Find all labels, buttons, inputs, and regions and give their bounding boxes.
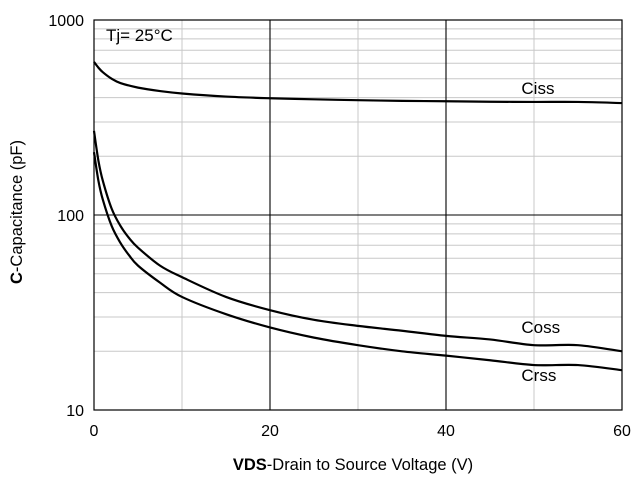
series-label-coss: Coss [521, 318, 560, 337]
temperature-annotation: Tj= 25°C [106, 26, 173, 45]
series-label-crss: Crss [521, 366, 556, 385]
series-line-ciss [93, 61, 623, 105]
x-tick-labels: 0 20 40 60 [90, 423, 631, 440]
major-gridlines [94, 20, 622, 410]
minor-gridlines [94, 20, 622, 410]
series-line-coss [92, 130, 623, 353]
y-tick-labels: 10 100 1000 [48, 13, 84, 420]
plot-frame [93, 19, 623, 411]
y-axis-title: C-Capacitance (pF) [8, 140, 26, 284]
x-tick-label: 20 [261, 423, 279, 440]
x-tick-label: 40 [437, 423, 455, 440]
series-labels: Ciss Coss Crss [521, 79, 560, 385]
series-label-ciss: Ciss [521, 79, 554, 98]
series-line-crss [92, 152, 623, 372]
y-axis-title-bold: C [8, 272, 26, 284]
x-axis-title-bold: VDS [233, 456, 267, 474]
y-tick-label: 100 [57, 208, 84, 225]
x-axis-title: VDS-Drain to Source Voltage (V) [233, 456, 473, 474]
x-tick-label: 60 [613, 423, 631, 440]
x-tick-label: 0 [90, 423, 99, 440]
series-curves [92, 61, 623, 372]
y-tick-label: 10 [66, 403, 84, 420]
y-tick-label: 1000 [48, 13, 84, 30]
x-axis-title-rest: -Drain to Source Voltage (V) [267, 456, 473, 474]
y-axis-title-rest: -Capacitance (pF) [8, 140, 26, 272]
